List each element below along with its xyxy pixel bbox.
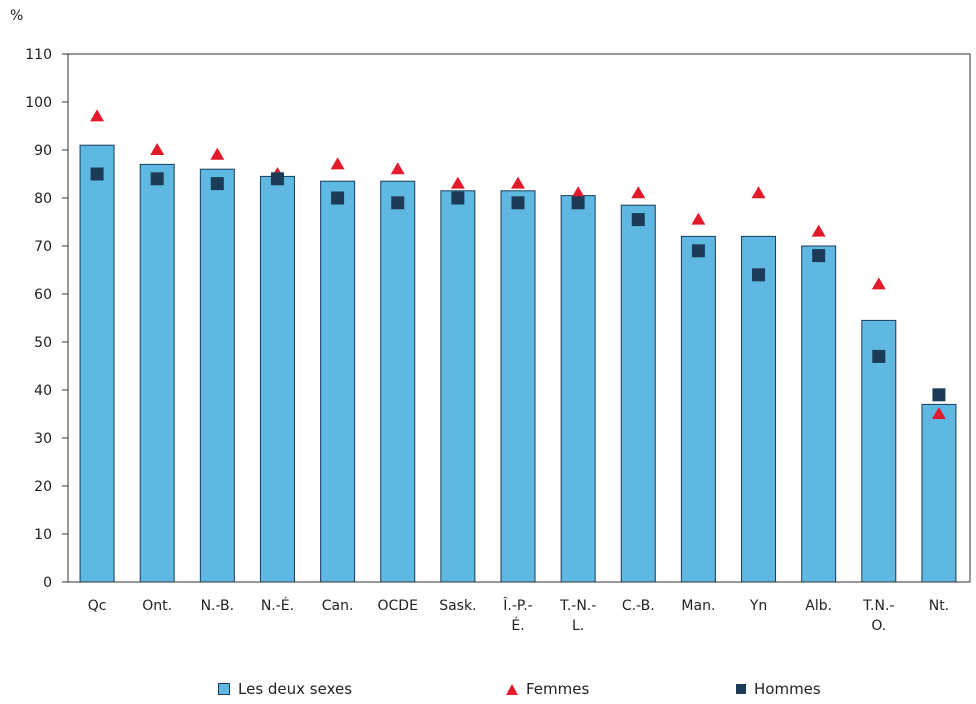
femmes-marker — [751, 186, 766, 199]
y-tick-label: 70 — [34, 239, 52, 255]
bar — [560, 195, 596, 583]
x-tick-label: Î.-P.- — [502, 596, 532, 614]
hommes-marker — [872, 349, 886, 363]
y-tick-label: 30 — [34, 431, 52, 447]
y-tick-label: 10 — [34, 527, 52, 543]
y-tick-label: 40 — [34, 383, 52, 399]
legend-square-swatch — [736, 684, 746, 694]
legend-label-hommes: Hommes — [754, 680, 821, 698]
bar — [139, 163, 175, 583]
x-tick-label: O. — [871, 618, 886, 634]
x-tick-label: Man. — [681, 598, 715, 614]
bar — [801, 245, 837, 583]
femmes-marker — [390, 162, 405, 175]
x-tick-label: Sask. — [439, 598, 476, 614]
femmes-marker — [150, 143, 165, 155]
bar — [199, 168, 235, 583]
legend-bar-swatch — [218, 683, 230, 695]
bar — [921, 403, 957, 583]
femmes-marker — [931, 407, 946, 419]
femmes-marker — [330, 157, 345, 170]
y-tick-label: 20 — [34, 479, 52, 495]
femmes-marker — [691, 212, 706, 225]
hommes-marker — [391, 196, 405, 210]
bar-series — [79, 144, 957, 583]
y-tick-label: 0 — [43, 575, 52, 591]
plot-frame — [67, 53, 971, 583]
hommes-marker — [812, 249, 826, 263]
x-tick-label: É. — [511, 617, 524, 634]
legend-item-hommes: Hommes — [736, 680, 821, 698]
femmes-marker — [511, 176, 525, 189]
femmes-marker — [210, 147, 225, 160]
femmes-marker — [571, 186, 586, 199]
hommes-marker — [210, 177, 224, 191]
hommes-marker — [691, 244, 705, 258]
y-tick-label: 60 — [34, 287, 52, 303]
legend-item-femmes: Femmes — [506, 680, 589, 698]
femmes-marker — [450, 176, 465, 189]
bar — [620, 204, 656, 583]
hommes-marker — [932, 388, 946, 402]
x-tick-label: Alb. — [805, 598, 832, 614]
y-tick-label: 50 — [34, 335, 52, 351]
hommes-marker — [451, 191, 465, 205]
y-tick-label: 80 — [34, 191, 52, 207]
femmes-marker — [871, 277, 886, 290]
x-tick-label: Ont. — [142, 598, 172, 614]
hommes-marker — [752, 268, 766, 282]
bar — [380, 180, 416, 583]
y-axis: 0 10 20 30 40 50 60 70 80 90 100 110 — [25, 47, 68, 591]
x-tick-label: Can. — [322, 598, 354, 614]
x-tick-label: Qc — [88, 598, 107, 614]
hommes-marker — [150, 172, 164, 186]
hommes-marker — [571, 196, 585, 210]
legend-label-both: Les deux sexes — [238, 680, 353, 698]
x-axis-labels: Qc Ont. N.-B. N.-É. Can. OCDE Sask. Î.-P.- É. T.-… — [88, 596, 949, 634]
femmes-marker — [811, 224, 826, 237]
femmes-marker — [631, 186, 646, 199]
legend: Les deux sexes Femmes Hommes — [0, 680, 976, 704]
x-tick-label: Yn — [749, 598, 767, 614]
bar — [79, 144, 115, 583]
bar — [440, 190, 476, 583]
x-tick-label: T.N.- — [862, 598, 894, 614]
bar — [861, 319, 897, 583]
femmes-series — [90, 109, 946, 419]
x-tick-label: N.-É. — [261, 597, 294, 614]
x-tick-label: OCDE — [378, 598, 418, 614]
x-tick-label: Nt. — [929, 598, 949, 614]
femmes-marker — [90, 109, 105, 122]
hommes-marker — [270, 172, 284, 186]
hommes-marker — [331, 191, 345, 205]
bar — [259, 175, 295, 583]
legend-item-both: Les deux sexes — [218, 680, 352, 698]
x-tick-label: C.-B. — [622, 598, 655, 614]
x-tick-label: T.-N.- — [559, 598, 596, 614]
bar — [680, 235, 716, 583]
bar — [500, 190, 536, 583]
hommes-marker — [90, 167, 104, 181]
legend-triangle-swatch — [506, 683, 518, 695]
legend-label-femmes: Femmes — [526, 680, 590, 698]
x-tick-label: L. — [572, 618, 584, 634]
bar — [741, 235, 777, 583]
y-tick-label: 110 — [25, 47, 52, 63]
hommes-series — [90, 167, 946, 402]
hommes-marker — [631, 213, 645, 227]
y-tick-label: 90 — [34, 143, 52, 159]
hommes-marker — [511, 196, 525, 210]
y-unit-label: % — [10, 8, 23, 24]
x-tick-label: N.-B. — [201, 598, 235, 614]
y-tick-label: 100 — [25, 95, 52, 111]
bar — [320, 180, 356, 583]
